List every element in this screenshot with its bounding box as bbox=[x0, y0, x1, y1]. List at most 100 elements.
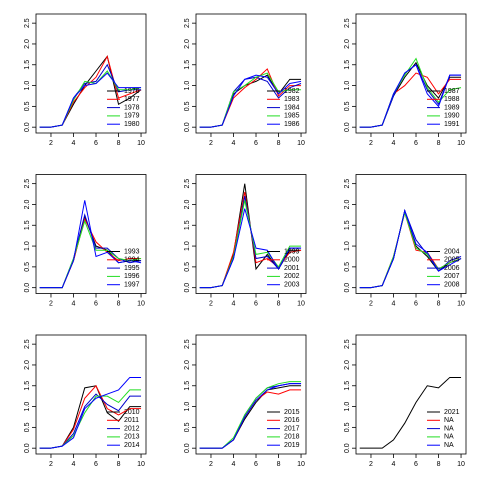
y-tick-label: 0.0 bbox=[184, 283, 191, 293]
series-line bbox=[39, 376, 142, 449]
x-tick-label: 2 bbox=[49, 300, 53, 307]
y-tick-label: 2.0 bbox=[344, 360, 351, 370]
plot-frame bbox=[35, 334, 147, 455]
y-tick-label: 1.0 bbox=[184, 81, 191, 91]
x-tick-label: 10 bbox=[457, 300, 465, 307]
y-tick-label: 0.5 bbox=[184, 262, 191, 272]
x-tick-label: 8 bbox=[117, 461, 121, 468]
x-tick-label: 2 bbox=[369, 300, 373, 307]
x-tick-label: 4 bbox=[72, 300, 76, 307]
x-tick-label: 4 bbox=[232, 140, 236, 147]
y-tick-label: 1.5 bbox=[344, 381, 351, 391]
y-tick-label: 1.0 bbox=[24, 81, 31, 91]
panel: 2 4 6 8 10 0.0 0.5 1.0 1.5 2.0 2.5 1999 200020012002… bbox=[184, 174, 307, 307]
x-tick-label: 8 bbox=[277, 461, 281, 468]
series-line bbox=[199, 383, 302, 449]
x-tick-label: 4 bbox=[232, 461, 236, 468]
y-tick-label: 0.0 bbox=[24, 443, 31, 453]
y-tick-label: 2.5 bbox=[344, 18, 351, 28]
legend-label: 1977 bbox=[124, 96, 140, 103]
x-tick-label: 6 bbox=[254, 300, 258, 307]
x-tick-label: 2 bbox=[49, 461, 53, 468]
plot-frame bbox=[355, 334, 467, 455]
legend-label: 1997 bbox=[124, 282, 140, 289]
x-tick-label: 4 bbox=[392, 140, 396, 147]
y-tick-label: 2.5 bbox=[344, 339, 351, 349]
legend-label: 2012 bbox=[124, 425, 140, 432]
x-tick-label: 6 bbox=[94, 461, 98, 468]
legend-label: NA bbox=[444, 417, 454, 424]
y-tick-label: 1.5 bbox=[184, 381, 191, 391]
legend-label: 1989 bbox=[444, 104, 460, 111]
y-tick-label: 1.5 bbox=[24, 381, 31, 391]
plot-frame bbox=[35, 13, 147, 134]
y-tick-label: 2.5 bbox=[24, 18, 31, 28]
x-tick-label: 4 bbox=[392, 461, 396, 468]
y-tick-label: 0.0 bbox=[344, 122, 351, 132]
y-tick-label: 0.5 bbox=[24, 101, 31, 111]
legend-label: 2001 bbox=[284, 265, 300, 272]
legend-label: 2018 bbox=[284, 434, 300, 441]
legend-label: 1984 bbox=[284, 104, 300, 111]
x-tick-label: 2 bbox=[49, 140, 53, 147]
y-tick-label: 1.0 bbox=[344, 402, 351, 412]
legend-label: 2011 bbox=[124, 417, 139, 424]
panel: 2 4 6 8 10 0.0 0.5 1.0 1.5 2.0 2.5 2004 200520062007… bbox=[344, 174, 467, 307]
plot-frame bbox=[355, 174, 467, 294]
y-tick-label: 0.0 bbox=[344, 443, 351, 453]
series-line bbox=[199, 183, 302, 289]
y-tick-label: 2.0 bbox=[184, 39, 191, 49]
legend-label: NA bbox=[444, 425, 454, 432]
y-tick-label: 0.5 bbox=[344, 101, 351, 111]
x-tick-label: 10 bbox=[137, 140, 145, 147]
x-tick-label: 4 bbox=[232, 300, 236, 307]
x-tick-label: 6 bbox=[414, 461, 418, 468]
y-tick-label: 2.0 bbox=[344, 39, 351, 49]
series-line bbox=[39, 72, 142, 128]
x-tick-label: 6 bbox=[414, 300, 418, 307]
x-tick-label: 10 bbox=[297, 140, 305, 147]
y-tick-label: 2.5 bbox=[344, 179, 351, 189]
y-tick-label: 1.0 bbox=[184, 241, 191, 251]
legend-label: 2017 bbox=[284, 425, 300, 432]
legend-label: 1990 bbox=[444, 113, 460, 120]
legend-label: 1996 bbox=[124, 273, 140, 280]
y-tick-label: 2.5 bbox=[184, 179, 191, 189]
legend-label: NA bbox=[444, 434, 454, 441]
x-tick-label: 8 bbox=[437, 300, 441, 307]
series-line bbox=[39, 200, 142, 289]
plot-frame bbox=[35, 174, 147, 294]
legend-label: 2015 bbox=[284, 409, 300, 416]
legend-label: 2007 bbox=[444, 273, 460, 280]
legend-label: 2002 bbox=[284, 273, 300, 280]
y-tick-label: 0.5 bbox=[184, 422, 191, 432]
x-tick-label: 6 bbox=[254, 140, 258, 147]
y-tick-label: 2.0 bbox=[24, 199, 31, 209]
x-tick-label: 8 bbox=[117, 300, 121, 307]
y-tick-label: 2.0 bbox=[24, 39, 31, 49]
legend-label: 2004 bbox=[444, 248, 460, 255]
legend-label: 2013 bbox=[124, 434, 140, 441]
legend-label: 2008 bbox=[444, 282, 460, 289]
legend-label: 2010 bbox=[124, 409, 140, 416]
x-tick-label: 4 bbox=[72, 140, 76, 147]
legend-label: 1985 bbox=[284, 113, 300, 120]
y-tick-label: 0.0 bbox=[184, 122, 191, 132]
x-tick-label: 6 bbox=[94, 140, 98, 147]
x-tick-label: 2 bbox=[209, 461, 213, 468]
y-tick-label: 1.5 bbox=[344, 60, 351, 70]
x-tick-label: 8 bbox=[437, 461, 441, 468]
x-tick-label: 2 bbox=[369, 140, 373, 147]
series-line bbox=[199, 208, 302, 289]
plot-frame bbox=[195, 13, 307, 134]
y-tick-label: 0.0 bbox=[24, 283, 31, 293]
legend-label: 1999 bbox=[284, 248, 300, 255]
x-tick-label: 8 bbox=[277, 300, 281, 307]
y-tick-label: 1.5 bbox=[344, 220, 351, 230]
legend-label: 2003 bbox=[284, 282, 300, 289]
y-tick-label: 0.0 bbox=[24, 122, 31, 132]
